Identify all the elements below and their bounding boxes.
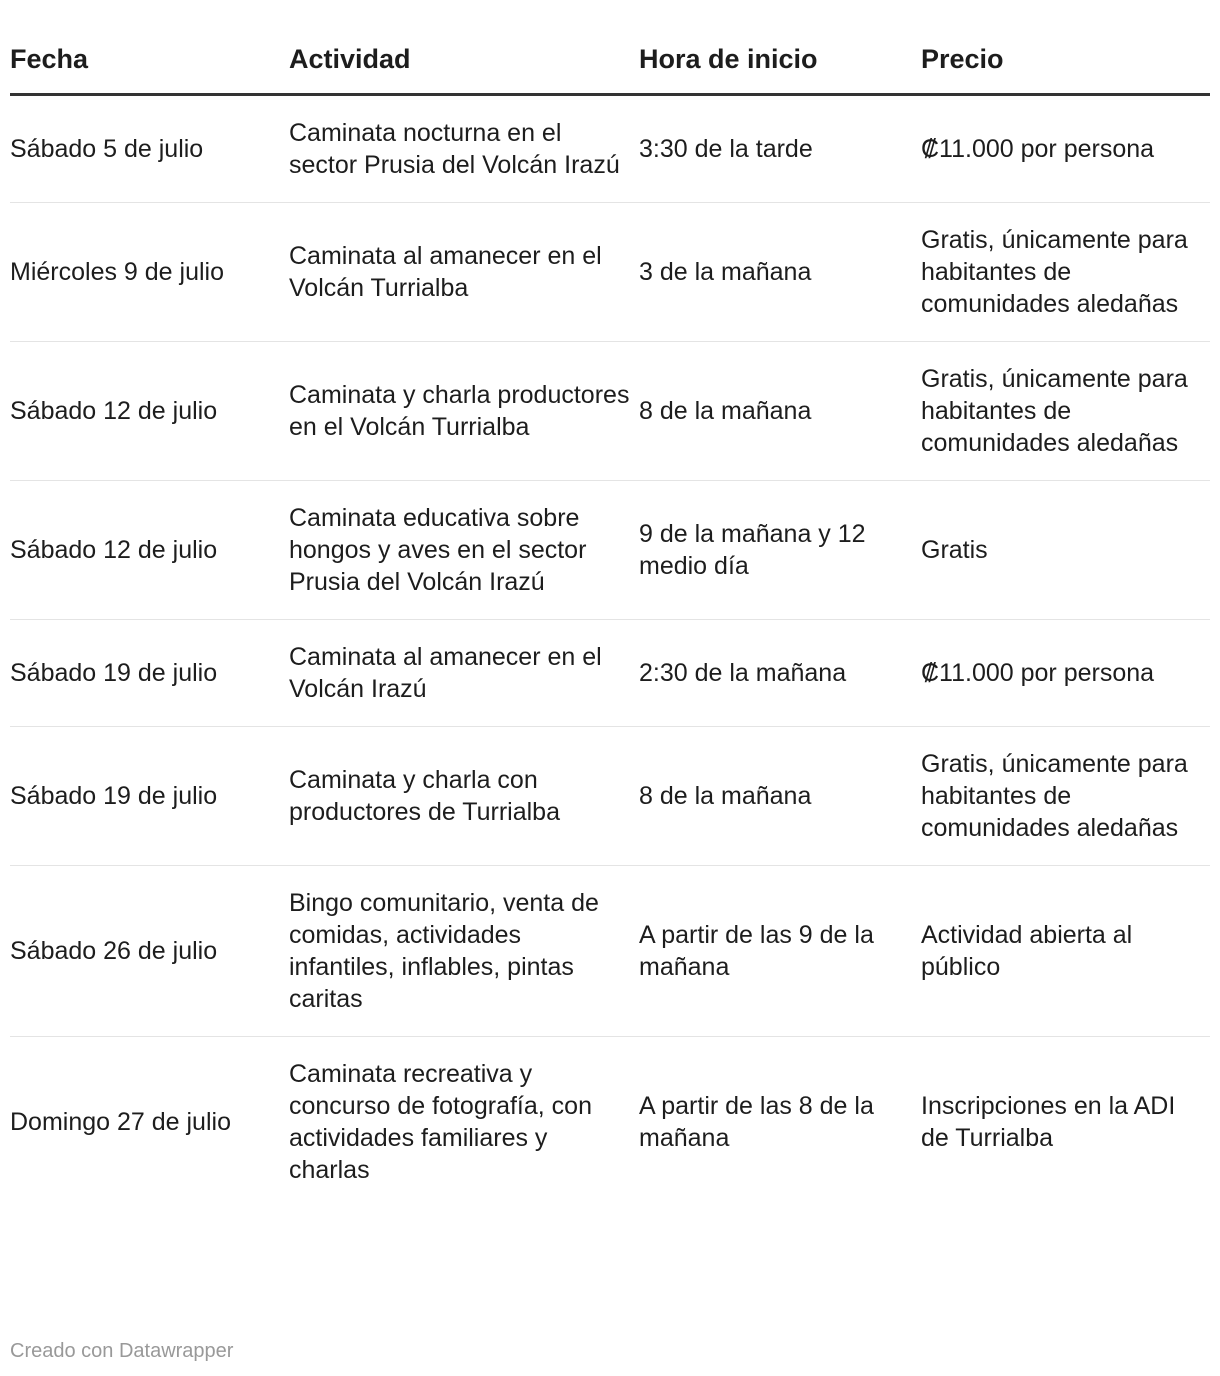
footer-credit[interactable]: Creado con Datawrapper xyxy=(10,1340,234,1362)
cell-fecha: Miércoles 9 de julio xyxy=(10,202,289,342)
cell-hora: 3:30 de la tarde xyxy=(639,94,921,203)
cell-hora: 8 de la mañana xyxy=(639,341,921,481)
cell-actividad: Caminata y charla productores en el Volc… xyxy=(289,341,639,481)
header-row: Fecha Actividad Hora de inicio Precio xyxy=(10,30,1210,96)
cell-actividad: Bingo comunitario, venta de comidas, act… xyxy=(289,865,639,1037)
cell-precio: Gratis, únicamente para habitantes de co… xyxy=(921,202,1210,342)
cell-actividad: Caminata al amanecer en el Volcán Turria… xyxy=(289,202,639,342)
cell-fecha: Sábado 19 de julio xyxy=(10,619,289,727)
header-fecha[interactable]: Fecha xyxy=(10,30,289,96)
cell-fecha: Sábado 5 de julio xyxy=(10,94,289,203)
table-row: Miércoles 9 de julio Caminata al amanecer… xyxy=(10,202,1210,342)
cell-actividad: Caminata al amanecer en el Volcán Irazú xyxy=(289,619,639,727)
table-row: Sábado 26 de julio Bingo comunitario, ven… xyxy=(10,865,1210,1037)
cell-fecha: Sábado 19 de julio xyxy=(10,726,289,866)
activities-table: Fecha Actividad Hora de inicio Precio Sá… xyxy=(10,30,1210,1207)
table-row: Sábado 12 de julio Caminata y charla prod… xyxy=(10,341,1210,481)
cell-actividad: Caminata recreativa y concurso de fotogr… xyxy=(289,1060,592,1184)
table-row: Sábado 5 de julio Caminata nocturna en el… xyxy=(10,94,1210,203)
cell-hora: 2:30 de la mañana xyxy=(639,619,921,727)
cell-precio: Gratis, únicamente para habitantes de co… xyxy=(921,341,1210,481)
cell-actividad: Caminata nocturna en el sector Prusia de… xyxy=(289,94,639,203)
cell-hora: A partir de las 8 de la mañana xyxy=(639,1092,874,1152)
cell-hora: A partir de las 9 de la mañana xyxy=(639,865,921,1037)
table-row: Sábado 19 de julio Caminata y charla con … xyxy=(10,726,1210,866)
cell-precio: Gratis xyxy=(921,480,1210,620)
table-row: Sábado 12 de julio Caminata educativa sob… xyxy=(10,480,1210,620)
cell-actividad: Caminata educativa sobre hongos y aves e… xyxy=(289,480,639,620)
cell-precio: Inscripciones en la ADI de Turrialba xyxy=(921,1092,1176,1152)
table-row: Sábado 19 de julio Caminata al amanecer e… xyxy=(10,619,1210,727)
cell-hora: 3 de la mañana xyxy=(639,202,921,342)
header-precio[interactable]: Precio xyxy=(921,30,1210,96)
cell-actividad: Caminata y charla con productores de Tur… xyxy=(289,726,639,866)
cell-precio: ₡11.000 por persona xyxy=(921,94,1210,203)
table-row: Domingo 27 de julio Caminata recreativa y… xyxy=(10,1037,1210,1208)
cell-hora: 9 de la mañana y 12 medio día xyxy=(639,480,921,620)
cell-fecha: Sábado 12 de julio xyxy=(10,480,289,620)
cell-precio: ₡11.000 por persona xyxy=(921,619,1210,727)
header-actividad[interactable]: Actividad xyxy=(289,30,639,96)
cell-fecha: Sábado 26 de julio xyxy=(10,865,289,1037)
cell-precio: Actividad abierta al público xyxy=(921,865,1210,1037)
cell-fecha: Domingo 27 de julio xyxy=(10,1108,231,1136)
cell-fecha: Sábado 12 de julio xyxy=(10,341,289,481)
header-hora[interactable]: Hora de inicio xyxy=(639,30,921,96)
cell-hora: 8 de la mañana xyxy=(639,726,921,866)
cell-precio: Gratis, únicamente para habitantes de co… xyxy=(921,726,1210,866)
